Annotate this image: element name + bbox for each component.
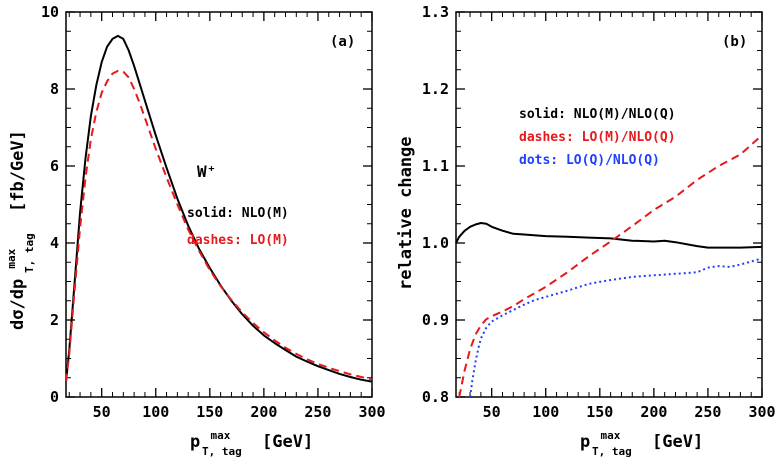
panel-b-frame <box>455 11 763 398</box>
panel-b-lines <box>455 134 763 398</box>
panel-b-x-tick-labels: 50 100 150 200 250 300 <box>483 403 776 421</box>
panel-a-x-tick-label: 50 <box>93 403 111 421</box>
panel-b-y-tick-label: 0.9 <box>422 311 449 329</box>
panel-b-ticks <box>456 11 763 398</box>
panel-a: 50 100 150 200 250 300 0 2 4 6 8 10 (a) W⁺ solid: … <box>5 3 386 458</box>
panel-b-y-axis-label: relative change <box>396 136 416 290</box>
panel-a-lines <box>65 34 373 383</box>
panel-b-x-tick-label: 50 <box>483 403 501 421</box>
panel-a-y-tick-label: 4 <box>50 234 59 252</box>
panel-a-x-axis-label-unit: [GeV] <box>262 432 313 452</box>
panel-b-legend-dashes: dashes: LO(M)/NLO(Q) <box>519 130 676 145</box>
panel-a-y-tick-label: 0 <box>50 388 59 406</box>
panel-a-x-axis-label-sup: max <box>211 429 231 442</box>
panel-b-x-axis-label: p max <box>580 429 621 452</box>
panel-b-label: (b) <box>722 34 747 50</box>
panel-a-y-axis-label-main: dσ/dp <box>8 279 28 330</box>
panel-b-x-tick-label: 250 <box>694 403 721 421</box>
svg-text:dσ/dp max: dσ/dp max <box>5 248 28 330</box>
panel-a-ticks <box>66 11 373 398</box>
panel-b-x-tick-label: 200 <box>640 403 667 421</box>
panel-a-y-tick-labels: 0 2 4 6 8 10 <box>41 3 59 406</box>
panel-a-y-tick-label: 2 <box>50 311 59 329</box>
panel-a-x-axis-label-main: p <box>190 432 200 452</box>
panel-b-y-tick-label: 1.1 <box>422 157 449 175</box>
panel-a-legend-solid: solid: NLO(M) <box>187 206 289 221</box>
panel-b-legend-solid: solid: NLO(M)/NLO(Q) <box>519 107 676 122</box>
panel-a-y-axis-label: dσ/dp max T, tag [fb/GeV] <box>5 130 36 330</box>
panel-b-legend-dots: dots: LO(Q)/NLO(Q) <box>519 153 660 168</box>
panel-b-x-axis-label-sup: max <box>601 429 621 442</box>
panel-b-x-axis-label-sub: T, tag <box>592 445 632 458</box>
panel-b-y-tick-label: 1.3 <box>422 3 449 21</box>
panel-b-y-tick-labels: 0.8 0.9 1.0 1.1 1.2 1.3 <box>422 3 449 406</box>
panel-b-series-solid-line <box>455 222 763 249</box>
panel-b-x-tick-label: 150 <box>586 403 613 421</box>
panel-a-series-solid-line <box>65 34 373 383</box>
panel-a-y-tick-label: 10 <box>41 3 59 21</box>
panel-a-y-tick-label: 8 <box>50 80 59 98</box>
panel-a-series-dashed-line <box>65 69 373 382</box>
panel-b-x-axis-label-main: p <box>580 432 590 452</box>
panel-a-y-axis-label-sub: T, tag <box>23 233 36 273</box>
panel-a-x-tick-label: 300 <box>358 403 385 421</box>
panel-b-x-tick-label: 300 <box>748 403 775 421</box>
panel-b-x-axis-label-unit: [GeV] <box>652 432 703 452</box>
panel-b-y-tick-label: 0.8 <box>422 388 449 406</box>
panel-a-y-axis-label-sup: max <box>5 248 18 268</box>
panel-a-label: (a) <box>330 34 355 50</box>
panel-a-legend-dashes: dashes: LO(M) <box>187 233 289 248</box>
panel-a-x-tick-label: 150 <box>196 403 223 421</box>
panel-a-x-tick-label: 200 <box>250 403 277 421</box>
panel-b-y-tick-label: 1.2 <box>422 80 449 98</box>
panel-a-y-axis-label-unit: [fb/GeV] <box>8 130 28 212</box>
panel-a-y-tick-label: 6 <box>50 157 59 175</box>
panel-a-x-axis-label: p max <box>190 429 231 452</box>
panel-a-x-tick-label: 250 <box>304 403 331 421</box>
panel-a-x-tick-labels: 50 100 150 200 250 300 <box>93 403 386 421</box>
panel-a-x-tick-label: 100 <box>142 403 169 421</box>
panel-b: 50 100 150 200 250 300 0.8 0.9 1.0 1.1 1.2 1.3 (b)… <box>396 3 776 458</box>
panel-b-x-tick-label: 100 <box>532 403 559 421</box>
panel-b-series-dotted-line <box>469 257 763 398</box>
panel-b-series-dashed-line <box>458 134 763 398</box>
panel-b-y-tick-label: 1.0 <box>422 234 449 252</box>
panel-a-x-axis-label-sub: T, tag <box>202 445 242 458</box>
panel-a-frame <box>65 11 373 398</box>
panel-a-annotation: W⁺ <box>197 162 216 181</box>
